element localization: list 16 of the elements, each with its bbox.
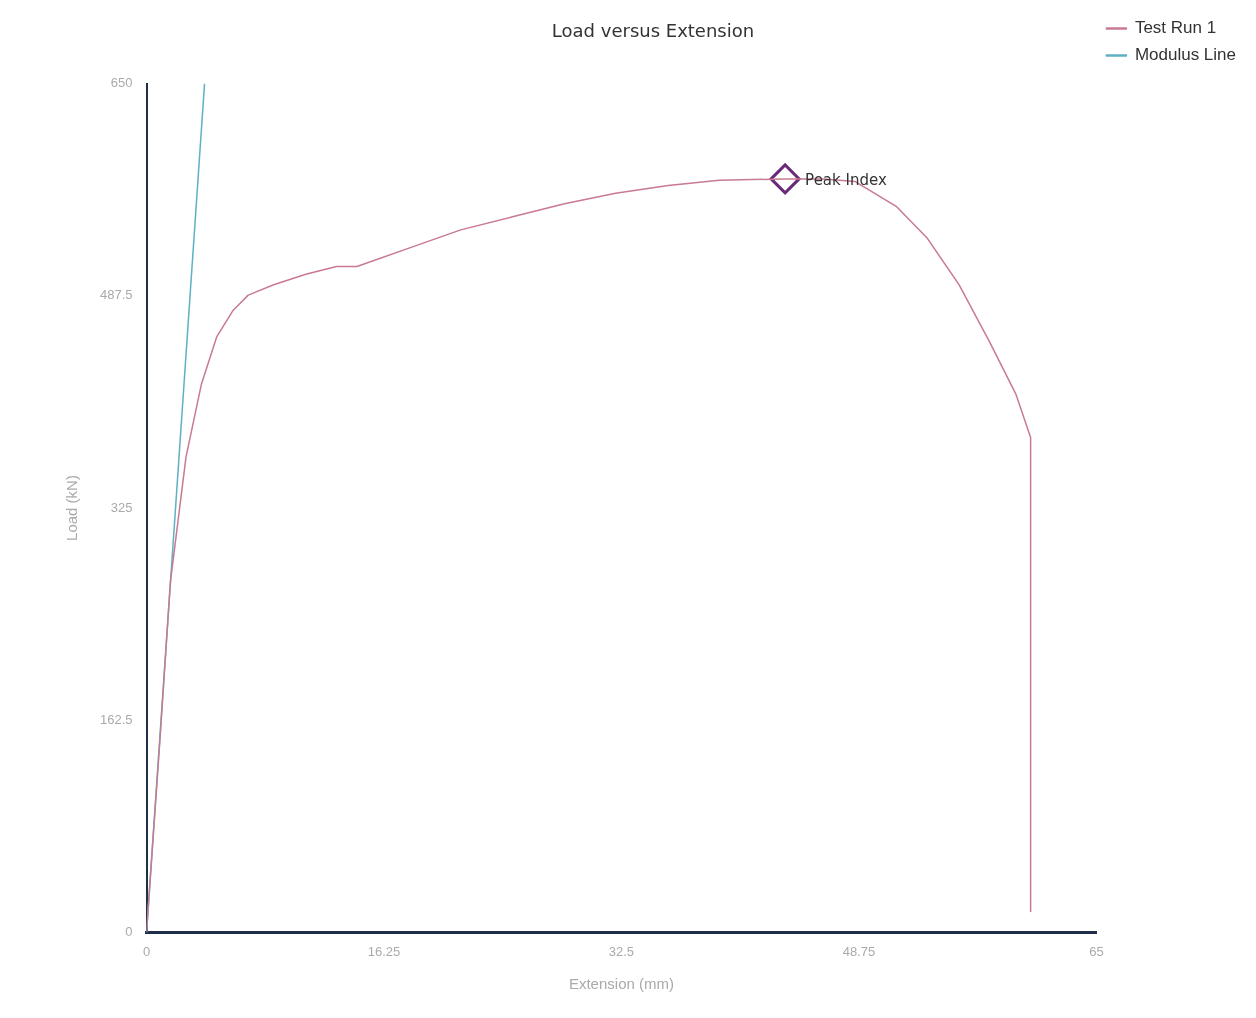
y-tick-label: 325 <box>110 499 133 515</box>
y-tick-label: 0 <box>125 923 133 939</box>
x-tick-label: 48.75 <box>842 943 876 959</box>
legend-label: Test Run 1 <box>1134 18 1217 38</box>
x-tick-label: 32.5 <box>608 943 635 959</box>
y-tick-label: 162.5 <box>99 711 133 727</box>
y-axis-title: Load (kN) <box>63 475 81 541</box>
chart-title: Load versus Extension <box>551 20 755 42</box>
y-tick-label: 650 <box>110 75 133 91</box>
x-tick-label: 16.25 <box>367 943 401 959</box>
x-axis-title: Extension (mm) <box>568 975 674 993</box>
x-tick-label: 65 <box>1089 943 1104 959</box>
annotation: Peak Index <box>805 170 887 189</box>
legend-label: Modulus Line <box>1134 45 1236 65</box>
x-tick-label: 0 <box>142 943 151 959</box>
y-tick-label: 487.5 <box>99 287 133 303</box>
